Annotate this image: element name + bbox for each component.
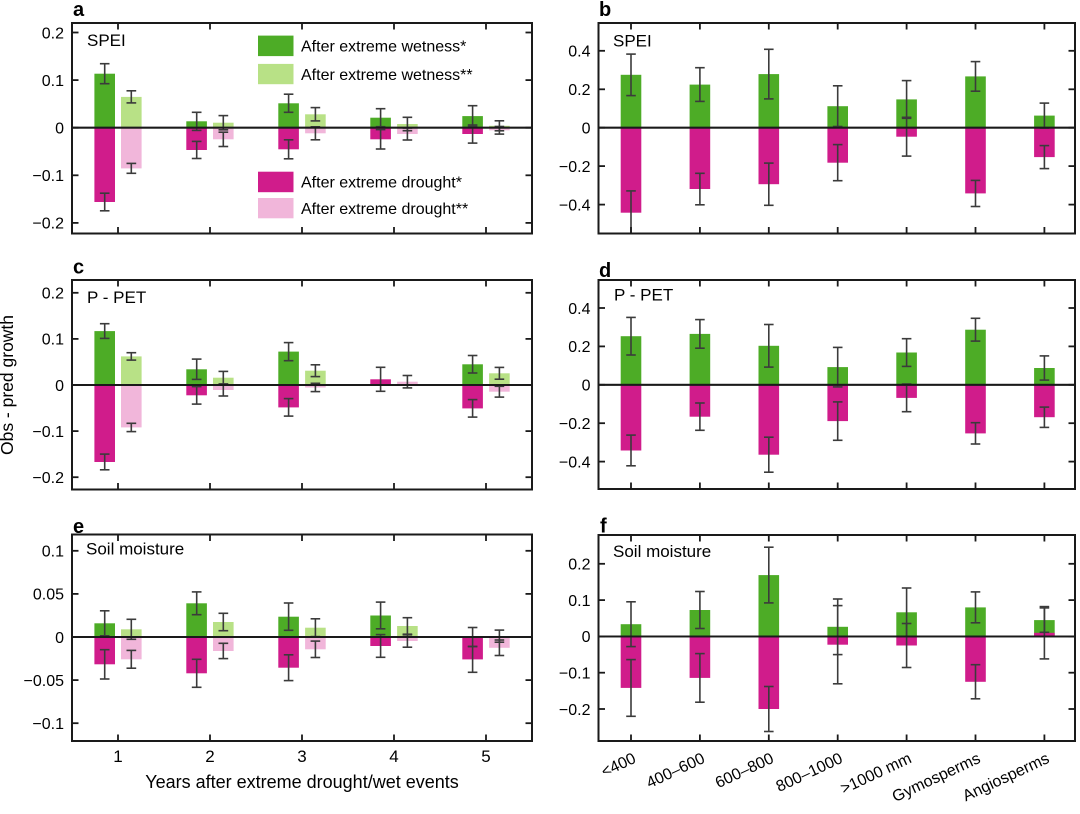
svg-text:−0.1: −0.1 xyxy=(559,666,591,683)
svg-text:−0.4: −0.4 xyxy=(559,197,591,214)
svg-text:3: 3 xyxy=(297,747,306,766)
svg-text:−0.2: −0.2 xyxy=(559,159,591,176)
svg-text:0.2: 0.2 xyxy=(568,339,590,356)
svg-text:−0.1: −0.1 xyxy=(32,168,64,185)
svg-text:a: a xyxy=(73,0,85,21)
svg-text:SPEI: SPEI xyxy=(613,31,652,50)
svg-text:b: b xyxy=(599,0,611,21)
svg-text:Soil moisture: Soil moisture xyxy=(613,542,711,561)
svg-text:Years after extreme drought/we: Years after extreme drought/wet events xyxy=(145,772,459,792)
svg-text:4: 4 xyxy=(389,747,398,766)
svg-text:0.4: 0.4 xyxy=(568,301,590,318)
svg-text:d: d xyxy=(599,260,611,282)
svg-text:Obs - pred growth: Obs - pred growth xyxy=(0,315,17,455)
svg-text:0.4: 0.4 xyxy=(568,44,590,61)
svg-text:2: 2 xyxy=(205,747,214,766)
svg-text:0.2: 0.2 xyxy=(568,82,590,99)
svg-text:−0.4: −0.4 xyxy=(559,454,591,471)
svg-text:0.1: 0.1 xyxy=(42,73,64,90)
svg-text:5: 5 xyxy=(481,747,490,766)
svg-text:−0.2: −0.2 xyxy=(559,702,591,719)
svg-text:−0.1: −0.1 xyxy=(32,716,64,733)
svg-text:0.1: 0.1 xyxy=(42,332,64,349)
svg-text:0: 0 xyxy=(55,378,64,395)
svg-text:−0.05: −0.05 xyxy=(24,673,65,690)
svg-text:e: e xyxy=(73,516,84,538)
svg-text:After extreme drought**: After extreme drought** xyxy=(301,201,468,218)
svg-text:−0.2: −0.2 xyxy=(32,216,64,233)
svg-text:Soil moisture: Soil moisture xyxy=(86,540,184,559)
svg-text:0.1: 0.1 xyxy=(42,544,64,561)
svg-text:After extreme wetness**: After extreme wetness** xyxy=(301,67,473,84)
svg-text:1: 1 xyxy=(113,747,122,766)
svg-text:0.2: 0.2 xyxy=(568,557,590,574)
svg-text:P - PET: P - PET xyxy=(614,285,673,304)
svg-text:f: f xyxy=(600,516,607,538)
svg-text:0.2: 0.2 xyxy=(42,25,64,42)
svg-text:0.2: 0.2 xyxy=(42,286,64,303)
svg-text:c: c xyxy=(73,257,84,279)
svg-text:After extreme wetness*: After extreme wetness* xyxy=(301,39,466,56)
svg-text:0: 0 xyxy=(55,121,64,138)
svg-text:P - PET: P - PET xyxy=(87,288,146,307)
svg-text:−0.2: −0.2 xyxy=(559,416,591,433)
svg-text:0: 0 xyxy=(582,378,591,395)
svg-text:0: 0 xyxy=(55,630,64,647)
svg-text:−0.1: −0.1 xyxy=(32,424,64,441)
svg-text:SPEI: SPEI xyxy=(87,31,126,50)
svg-text:After extreme drought*: After extreme drought* xyxy=(301,175,462,192)
svg-text:0.1: 0.1 xyxy=(568,593,590,610)
svg-text:0: 0 xyxy=(582,121,591,138)
svg-text:0.05: 0.05 xyxy=(33,587,64,604)
svg-text:−0.2: −0.2 xyxy=(32,470,64,487)
svg-text:0: 0 xyxy=(582,629,591,646)
